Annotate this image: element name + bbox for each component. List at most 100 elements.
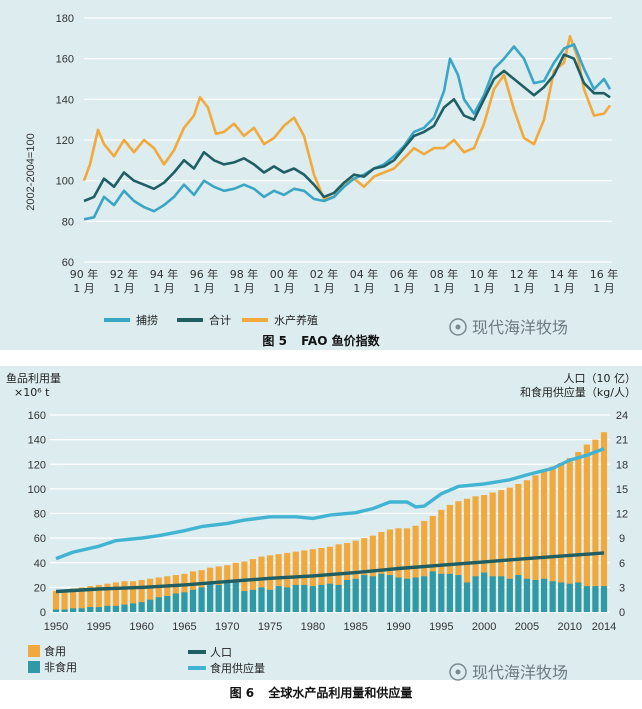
- fig6-bar-nonfood: [249, 589, 257, 612]
- fig6-bar-nonfood: [164, 595, 171, 612]
- fig6-left-y-tick-label: 160: [28, 410, 46, 422]
- fig6-bar-food: [566, 458, 573, 612]
- fig6-x-tick-label: 1990: [386, 621, 410, 633]
- fig6-bar-food: [463, 498, 471, 612]
- fig6-bar-nonfood: [575, 582, 582, 612]
- fig6-bar-food: [344, 543, 351, 612]
- fig6-bar-nonfood: [489, 576, 496, 612]
- fig6-bar-nonfood: [301, 584, 308, 612]
- fig5-x-tick-label-month: 1 月: [513, 282, 535, 295]
- fig6-right-y-ticks: 0 3 6 9 12 15 18 21 24: [616, 410, 628, 619]
- fig6-group: 0 20 40 60 80 100 120 140 160 0 3 6 9 12 15 18 21 24 195…: [0, 366, 642, 700]
- fig6-bar-food: [481, 495, 488, 612]
- fig6-bar-nonfood: [600, 586, 608, 612]
- fig6-bar-nonfood: [335, 584, 342, 612]
- fig6-bar-food: [600, 432, 608, 612]
- fig6-bar-nonfood: [172, 593, 179, 612]
- fig5-x-ticks: 90 年1 月92 年1 月94 年1 月96 年1 月98 年1 月00 年1…: [70, 267, 619, 295]
- fig5-x-tick: 08 年1 月: [430, 267, 459, 295]
- fig6-bar-food: [164, 576, 171, 612]
- fig5-x-tick: 06 年1 月: [390, 267, 419, 295]
- fig6-legend-item-population: 人口: [188, 646, 232, 659]
- fig6-bar-nonfood: [207, 583, 214, 612]
- fig6-bar-nonfood: [361, 575, 368, 612]
- fig6-bar-nonfood: [540, 578, 548, 612]
- fig5-y-axis-label: 2002-2004=100: [25, 133, 37, 210]
- fig6-legend-label-food: 食用: [44, 644, 66, 658]
- fig6-bar-food: [438, 509, 445, 612]
- fig6-right-axis-title-1: 人口（10 亿）: [564, 372, 637, 385]
- fig6-bar-food: [403, 528, 411, 612]
- fig6-bar-nonfood: [232, 582, 239, 612]
- fig5-caption-label: 图 5: [262, 334, 287, 348]
- fig6-bar-food: [87, 586, 94, 612]
- fig5-x-tick-label-year: 00 年: [270, 267, 299, 281]
- fig6-bar-food: [284, 552, 291, 612]
- fig6-bar-nonfood: [181, 592, 188, 612]
- fig6-right-y-tick-label: 12: [616, 509, 628, 521]
- fig6-bar-nonfood: [463, 582, 471, 612]
- fig6-bar-nonfood: [155, 597, 162, 612]
- fig5-x-tick: 16 年1 月: [590, 267, 619, 295]
- fig6-bar-food: [78, 587, 85, 612]
- fig5-x-tick: 04 年1 月: [350, 267, 379, 295]
- fig6-bar-nonfood: [515, 575, 522, 612]
- fig6-watermark-logo: [449, 663, 467, 681]
- fig6-left-axis-title: 鱼品利用量: [6, 371, 61, 385]
- fig6-legend-item-supply: 食用供应量: [188, 661, 265, 675]
- fig6-bar-nonfood: [386, 575, 394, 612]
- fig6-bar-nonfood: [215, 584, 222, 612]
- fig6-bar-food: [515, 483, 522, 612]
- fig6-bar-food: [455, 501, 462, 612]
- fig6-legend-label-supply: 食用供应量: [210, 661, 265, 675]
- fig5-watermark: 现代海洋牧场: [449, 318, 568, 337]
- fig6-bar-nonfood: [266, 589, 274, 612]
- fig5-x-tick: 14 年1 月: [550, 267, 579, 295]
- fig6-legend-swatch-food: [28, 645, 40, 657]
- fig5-x-tick-label-month: 1 月: [113, 282, 135, 295]
- fig6-bar-food: [61, 589, 68, 612]
- fig5-y-tick-label: 100: [56, 176, 74, 188]
- fig6-right-y-tick-label: 18: [616, 459, 628, 471]
- fig5-x-tick-label-month: 1 月: [273, 282, 295, 295]
- fig5-watermark-logo: [449, 318, 467, 336]
- fig5-y-tick-label: 80: [62, 216, 74, 228]
- fig6-bar-nonfood: [121, 604, 128, 612]
- fig6-bar-nonfood: [549, 581, 556, 612]
- fig6-x-tick-label: 2000: [472, 621, 496, 633]
- fig6-bar-food: [532, 475, 539, 612]
- fig5-y-tick-label: 180: [56, 13, 74, 25]
- fig6-left-y-tick-label: 40: [34, 558, 46, 570]
- fig6-bar-food: [335, 544, 342, 612]
- fig6-left-y-tick-label: 120: [28, 459, 46, 471]
- fig6-bar-food: [275, 554, 282, 612]
- fig6-bar-nonfood: [61, 609, 68, 612]
- fig6-bar-food: [540, 471, 548, 612]
- fig5-legend-item-total: 合计: [177, 313, 231, 327]
- fig5-x-tick-label-year: 96 年: [190, 267, 219, 281]
- fig5-x-tick-label-month: 1 月: [353, 282, 375, 295]
- fig5-y-tick-label: 60: [62, 257, 74, 269]
- fig5-series-lines: [82, 35, 612, 221]
- fig6-bar-nonfood: [429, 571, 436, 612]
- fig5-x-tick: 96 年1 月: [190, 267, 219, 295]
- fig6-watermark: 现代海洋牧场: [449, 663, 568, 682]
- fig6-x-tick-label: 2010: [558, 621, 582, 633]
- fig6-legend-label-nonfood: 非食用: [44, 660, 77, 674]
- fig6-bar-food: [446, 504, 453, 612]
- fig6-left-y-tick-label: 60: [34, 533, 46, 545]
- fig6-bar-nonfood: [412, 577, 419, 612]
- fig6-bar-nonfood: [481, 572, 488, 612]
- fig6-left-y-ticks: 0 20 40 60 80 100 120 140 160: [28, 410, 46, 619]
- fig6-bar-nonfood: [583, 586, 590, 612]
- fig6-right-axis-title-2: 和食用供应量（kg/人）: [520, 385, 636, 399]
- fig6-bar-nonfood: [284, 587, 291, 612]
- fig6-legend-item-food: 食用: [28, 644, 66, 658]
- fig6-bar-nonfood: [344, 579, 351, 612]
- fig6-bar-nonfood: [446, 573, 453, 612]
- fig5-legend-item-aquaculture: 水产养殖: [242, 313, 318, 327]
- fig6-x-tick-label: 1950: [44, 621, 68, 633]
- fig6-x-tick-label: 2005: [515, 621, 539, 633]
- fig6-series-lines: [55, 447, 605, 594]
- fig5-x-tick-label-year: 08 年: [430, 267, 459, 281]
